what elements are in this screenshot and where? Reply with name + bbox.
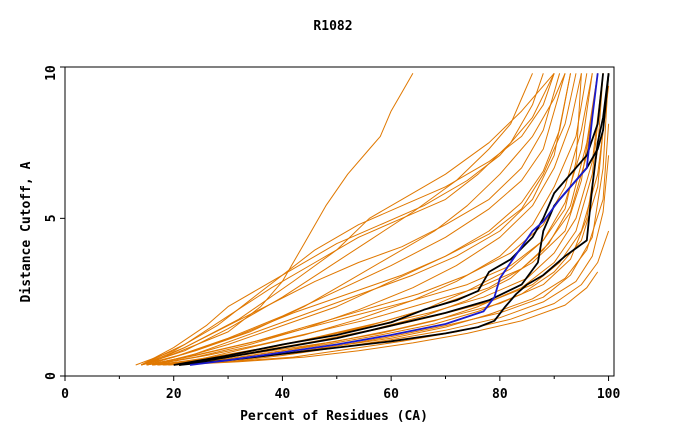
y-axis: 0 5 10 bbox=[44, 65, 65, 380]
chart-title: R1082 bbox=[313, 19, 352, 34]
series-line-black-31 bbox=[178, 73, 610, 366]
series-line-orange-14 bbox=[173, 271, 599, 366]
x-axis: 0 20 40 60 80 100 bbox=[61, 376, 620, 402]
series-line-orange-23 bbox=[140, 73, 555, 366]
series-line-orange-9 bbox=[157, 73, 604, 366]
y-axis-label: Distance Cutoff, A bbox=[19, 161, 34, 302]
series-line-orange-15 bbox=[135, 73, 555, 366]
series-line-orange-6 bbox=[151, 73, 588, 366]
series-line-orange-24 bbox=[146, 73, 561, 366]
x-tick-label-100: 100 bbox=[597, 387, 621, 402]
series-line-orange-5 bbox=[146, 73, 582, 366]
series-line-orange-8 bbox=[151, 73, 599, 366]
series-line-orange-0 bbox=[140, 73, 414, 366]
series-layer bbox=[135, 72, 610, 366]
series-line-orange-18 bbox=[140, 73, 577, 366]
y-tick-label-5: 5 bbox=[44, 214, 59, 222]
series-line-blue-33 bbox=[189, 73, 599, 366]
series-line-black-30 bbox=[179, 73, 610, 366]
series-line-orange-20 bbox=[151, 73, 599, 366]
plot-frame bbox=[64, 66, 615, 377]
x-tick-label-20: 20 bbox=[166, 387, 182, 402]
series-line-orange-29 bbox=[146, 73, 582, 366]
series-line-orange-25 bbox=[151, 73, 571, 366]
series-line-orange-17 bbox=[146, 73, 566, 366]
series-line-black-32 bbox=[173, 73, 604, 366]
x-tick-label-0: 0 bbox=[61, 387, 69, 402]
y-tick-label-0: 0 bbox=[44, 372, 59, 380]
y-tick-label-10: 10 bbox=[44, 65, 59, 81]
series-line-orange-12 bbox=[162, 155, 610, 366]
series-line-orange-27 bbox=[168, 73, 604, 366]
series-line-orange-3 bbox=[140, 73, 566, 366]
x-tick-label-40: 40 bbox=[275, 387, 291, 402]
series-line-orange-2 bbox=[140, 72, 555, 366]
series-line-orange-16 bbox=[140, 73, 544, 366]
x-tick-label-60: 60 bbox=[383, 387, 399, 402]
x-axis-label: Percent of Residues (CA) bbox=[240, 409, 428, 424]
series-line-orange-4 bbox=[146, 73, 571, 366]
x-tick-label-80: 80 bbox=[492, 387, 508, 402]
